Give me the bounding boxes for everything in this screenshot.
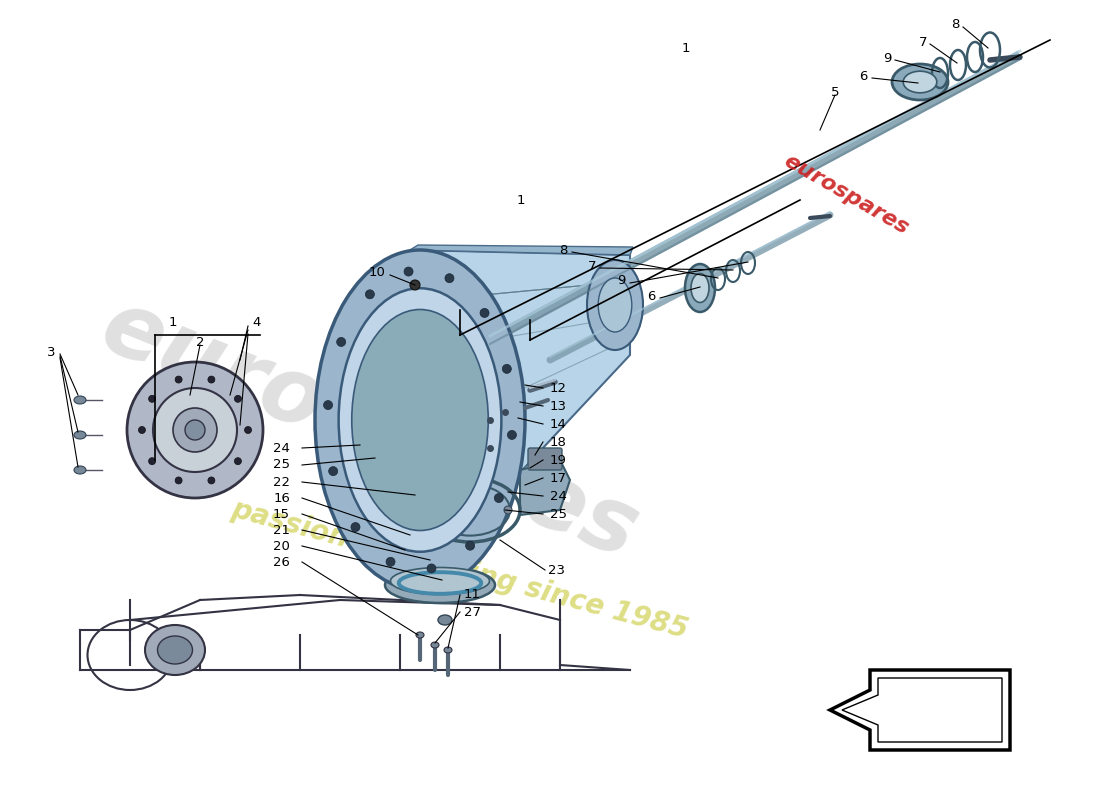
Ellipse shape xyxy=(173,408,217,452)
Ellipse shape xyxy=(386,558,395,566)
Ellipse shape xyxy=(438,615,452,625)
Polygon shape xyxy=(385,455,440,500)
Text: 25: 25 xyxy=(550,507,566,521)
Ellipse shape xyxy=(503,364,512,374)
Ellipse shape xyxy=(339,288,502,552)
Ellipse shape xyxy=(148,458,155,465)
Ellipse shape xyxy=(74,466,86,474)
Text: 6: 6 xyxy=(648,290,656,302)
Ellipse shape xyxy=(444,647,452,653)
Ellipse shape xyxy=(175,477,183,484)
Ellipse shape xyxy=(234,395,241,402)
Ellipse shape xyxy=(410,280,420,290)
Ellipse shape xyxy=(587,260,643,350)
Ellipse shape xyxy=(329,466,338,476)
Text: 10: 10 xyxy=(368,266,385,279)
Text: 16: 16 xyxy=(273,491,290,505)
Text: 20: 20 xyxy=(273,539,290,553)
Ellipse shape xyxy=(892,64,948,100)
Text: 3: 3 xyxy=(46,346,55,358)
Text: 21: 21 xyxy=(273,523,290,537)
Ellipse shape xyxy=(446,274,454,282)
Ellipse shape xyxy=(145,625,205,675)
Ellipse shape xyxy=(428,506,436,514)
Text: 9: 9 xyxy=(617,274,626,287)
Ellipse shape xyxy=(390,567,490,594)
Ellipse shape xyxy=(494,494,504,502)
Text: 1: 1 xyxy=(517,194,525,206)
Text: 7: 7 xyxy=(587,259,596,273)
Text: 24: 24 xyxy=(273,442,290,454)
Ellipse shape xyxy=(153,388,236,472)
FancyBboxPatch shape xyxy=(528,448,562,470)
Ellipse shape xyxy=(504,506,512,514)
Ellipse shape xyxy=(691,274,710,302)
Ellipse shape xyxy=(431,642,439,648)
Ellipse shape xyxy=(365,290,374,299)
Text: 14: 14 xyxy=(550,418,566,430)
Ellipse shape xyxy=(234,458,241,465)
Text: eurospares: eurospares xyxy=(780,151,912,239)
Text: 2: 2 xyxy=(196,335,205,349)
Ellipse shape xyxy=(480,309,490,318)
Text: 15: 15 xyxy=(273,507,290,521)
Ellipse shape xyxy=(208,477,214,484)
Ellipse shape xyxy=(903,71,937,93)
Text: passion for driving since 1985: passion for driving since 1985 xyxy=(229,495,692,645)
Text: 26: 26 xyxy=(273,555,290,569)
Ellipse shape xyxy=(385,567,495,603)
Ellipse shape xyxy=(685,264,715,312)
Ellipse shape xyxy=(74,396,86,404)
Text: 25: 25 xyxy=(273,458,290,471)
Ellipse shape xyxy=(315,250,525,590)
Ellipse shape xyxy=(126,362,263,498)
Text: 27: 27 xyxy=(464,606,481,618)
Ellipse shape xyxy=(175,376,183,383)
Text: 13: 13 xyxy=(550,399,566,413)
Ellipse shape xyxy=(74,431,86,439)
Polygon shape xyxy=(520,460,570,515)
Text: 5: 5 xyxy=(830,86,839,98)
Ellipse shape xyxy=(598,278,631,332)
Ellipse shape xyxy=(157,636,192,664)
Text: eurospares: eurospares xyxy=(89,282,651,578)
Ellipse shape xyxy=(244,426,252,434)
Ellipse shape xyxy=(507,430,516,439)
Text: 1: 1 xyxy=(682,42,691,54)
Text: 22: 22 xyxy=(273,475,290,489)
Text: 12: 12 xyxy=(550,382,566,394)
Polygon shape xyxy=(410,245,632,255)
Ellipse shape xyxy=(208,376,214,383)
Text: 18: 18 xyxy=(550,435,566,449)
Ellipse shape xyxy=(404,267,412,276)
Text: 8: 8 xyxy=(952,18,960,31)
Ellipse shape xyxy=(139,426,145,434)
Text: 19: 19 xyxy=(550,454,566,466)
Text: 17: 17 xyxy=(550,471,566,485)
Text: 7: 7 xyxy=(918,35,927,49)
Ellipse shape xyxy=(416,632,424,638)
Text: 23: 23 xyxy=(548,563,565,577)
Polygon shape xyxy=(830,670,1010,750)
Polygon shape xyxy=(842,678,1002,742)
Ellipse shape xyxy=(337,338,345,346)
Ellipse shape xyxy=(352,310,488,530)
Text: 6: 6 xyxy=(859,70,868,82)
Ellipse shape xyxy=(465,541,474,550)
Text: 9: 9 xyxy=(883,51,892,65)
Ellipse shape xyxy=(323,401,332,410)
Text: 1: 1 xyxy=(168,315,177,329)
Ellipse shape xyxy=(351,522,360,531)
Text: 11: 11 xyxy=(464,589,481,602)
Ellipse shape xyxy=(427,564,436,573)
Text: 8: 8 xyxy=(560,243,568,257)
Ellipse shape xyxy=(185,420,205,440)
Text: 24: 24 xyxy=(550,490,566,502)
Polygon shape xyxy=(410,250,630,590)
Ellipse shape xyxy=(148,395,155,402)
Text: 4: 4 xyxy=(252,315,261,329)
